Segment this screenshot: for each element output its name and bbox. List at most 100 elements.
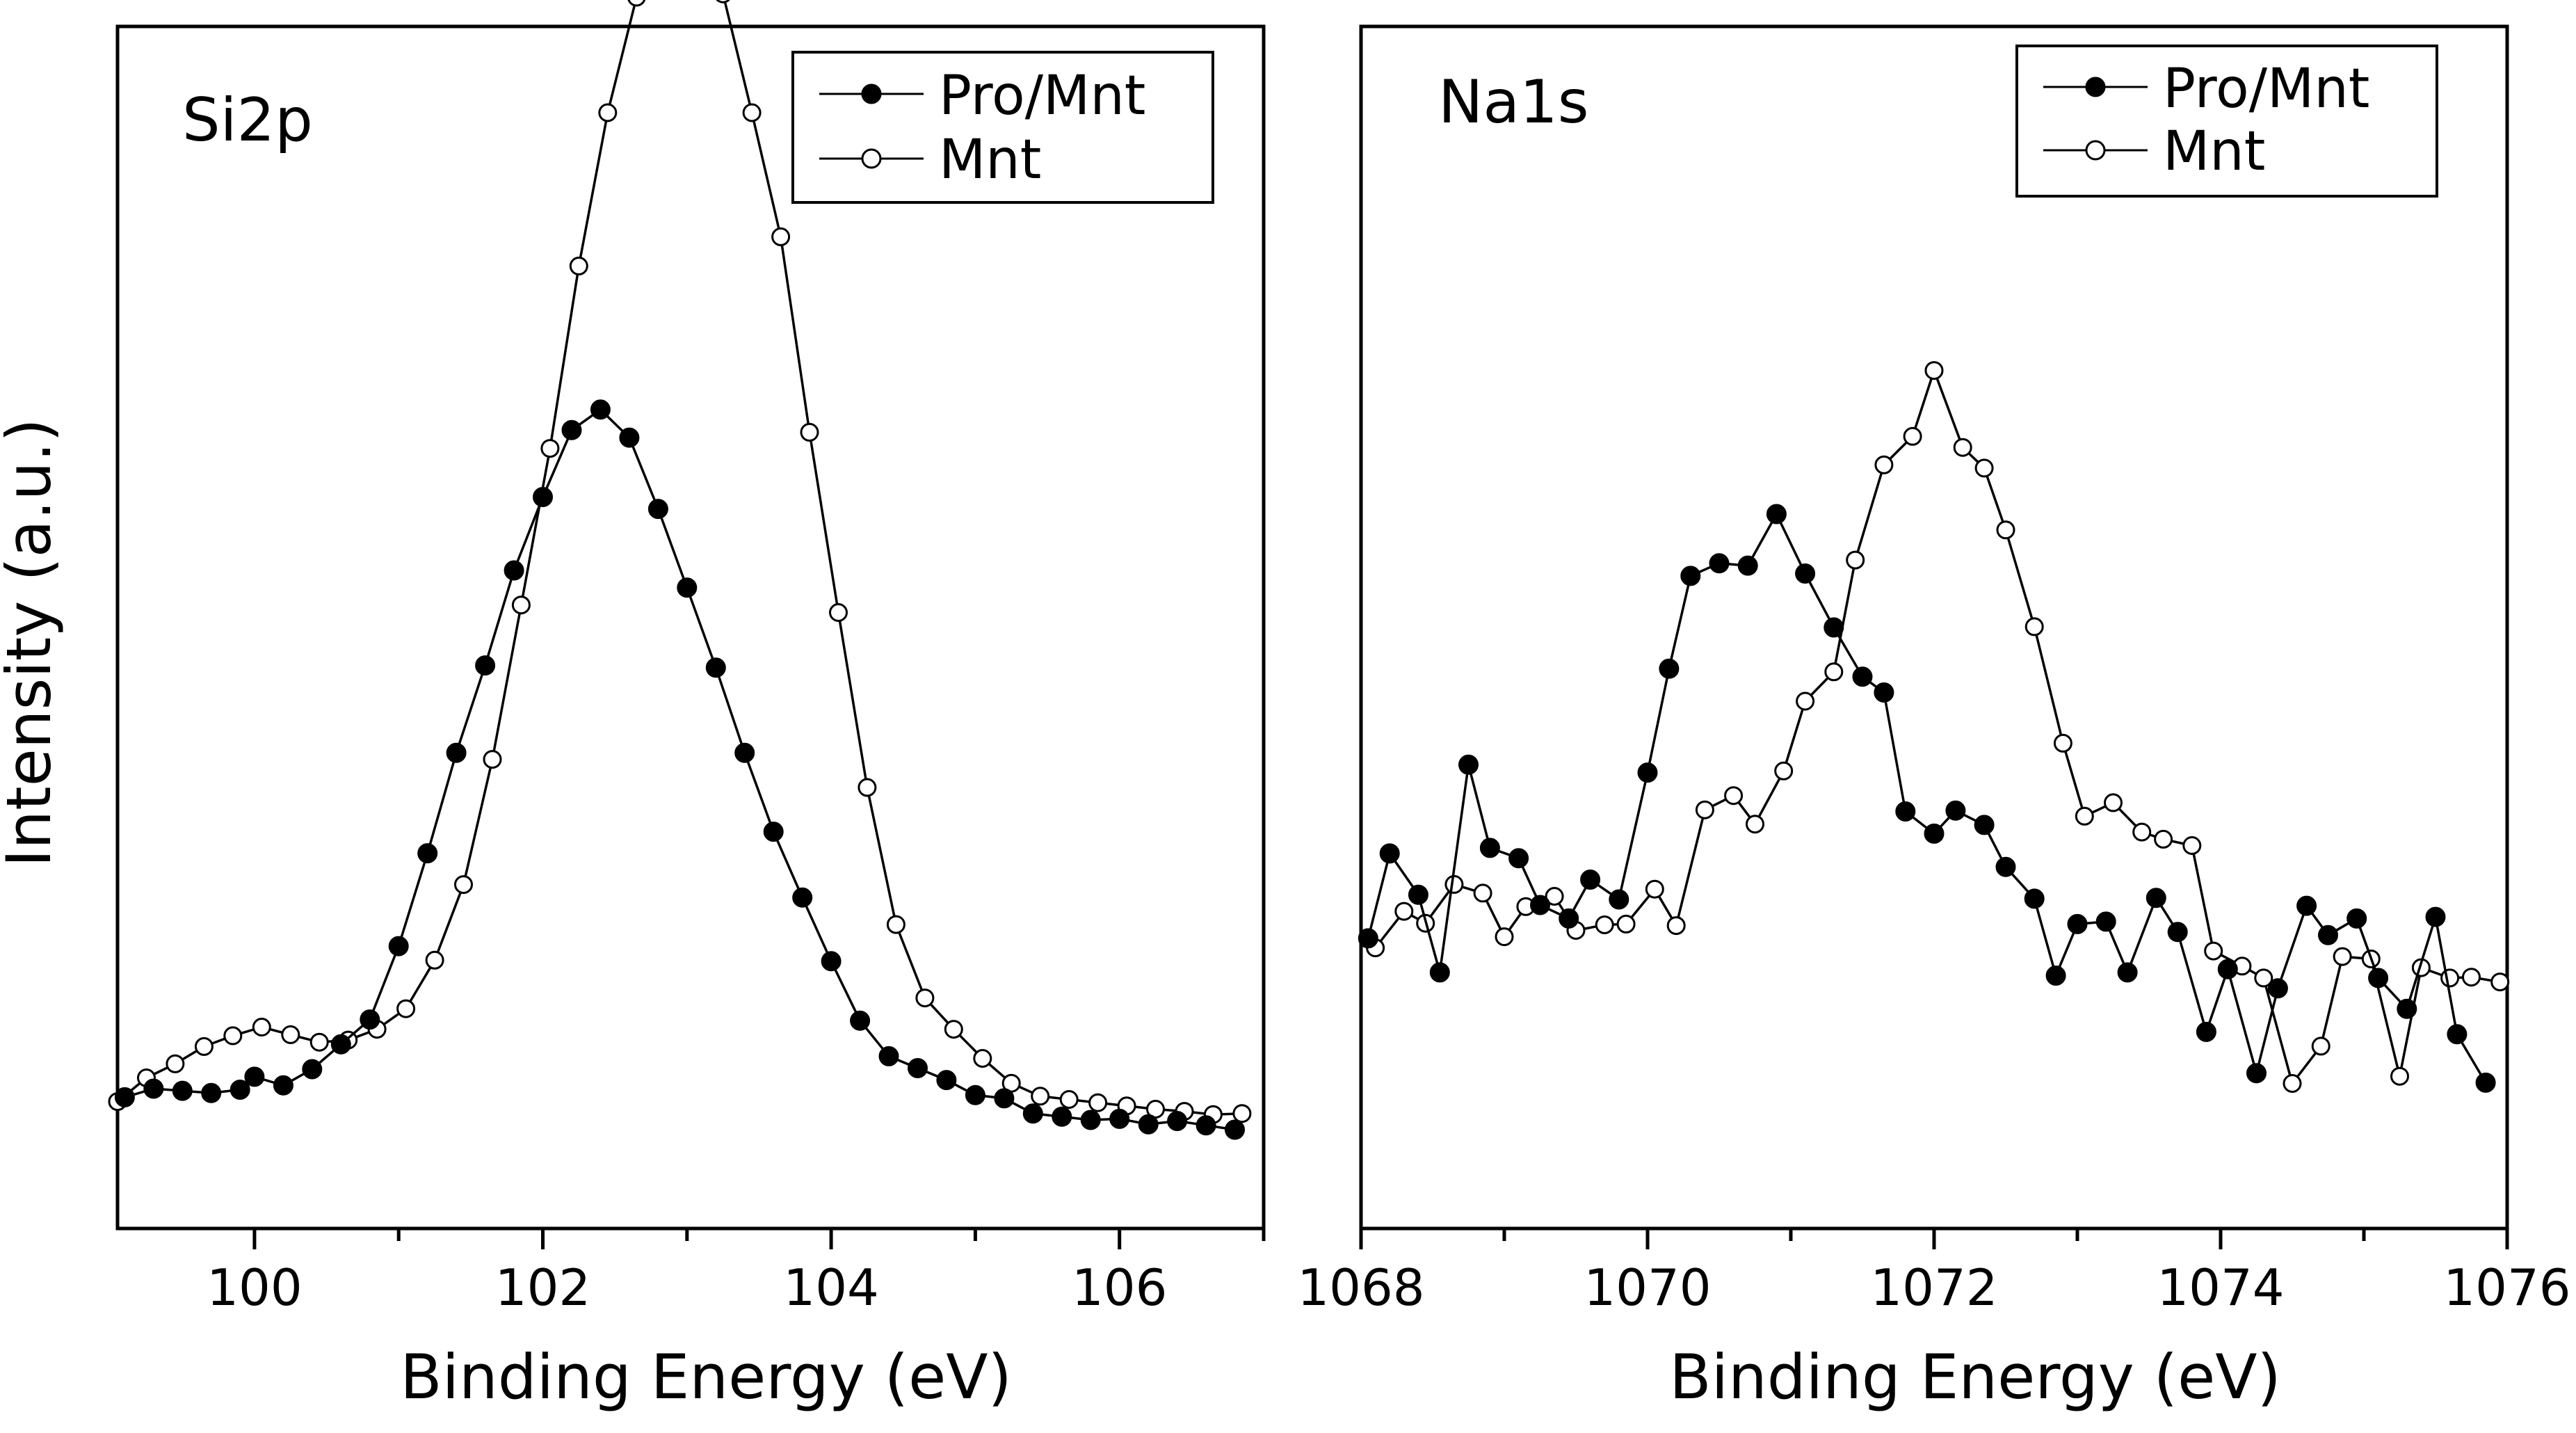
si2p-data-point-pro-mnt: [504, 560, 524, 581]
na1s-data-point-pro-mnt: [2267, 978, 2288, 999]
na1s-data-point-mnt: [1746, 815, 1764, 834]
si2p-data-point-pro-mnt: [1022, 1103, 1043, 1124]
si2p-data-point-mnt: [771, 227, 791, 246]
na1s-data-point-mnt: [1495, 927, 1514, 947]
si2p-data-point-mnt: [252, 1018, 271, 1036]
na1s-data-point-mnt: [2390, 1066, 2409, 1086]
si2p-data-point-mnt: [858, 778, 877, 797]
si2p-data-point-pro-mnt: [201, 1082, 222, 1103]
na1s-data-point-pro-mnt: [2475, 1072, 2496, 1093]
si2p-data-point-mnt: [627, 0, 646, 7]
na1s-x-tick-label: 1076: [2443, 1258, 2570, 1317]
na1s-data-point-pro-mnt: [2217, 959, 2238, 979]
si2p-data-point-pro-mnt: [1109, 1108, 1130, 1129]
na1s-data-point-pro-mnt: [2067, 913, 2088, 934]
na1s-x-tick-label: 1068: [1297, 1258, 1424, 1317]
si2p-x-axis-label: Binding Energy (eV): [400, 1341, 1012, 1413]
na1s-data-point-mnt: [1394, 902, 1414, 921]
na1s-data-point-pro-mnt: [2045, 966, 2066, 986]
na1s-data-point-pro-mnt: [2196, 1021, 2216, 1042]
na1s-data-point-mnt: [1953, 438, 1972, 457]
na1s-data-point-mnt: [2204, 941, 2223, 961]
si2p-data-point-mnt: [886, 915, 905, 934]
na1s-data-point-mnt: [1545, 887, 1564, 906]
si2p-data-point-pro-mnt: [763, 822, 784, 842]
si2p-legend-label-mnt: Mnt: [939, 129, 1041, 191]
si2p-data-point-mnt: [194, 1036, 214, 1056]
si2p-data-point-pro-mnt: [561, 419, 582, 440]
si2p-data-point-mnt: [1059, 1090, 1079, 1109]
na1s-data-point-pro-mnt: [2167, 922, 2188, 943]
si2p-x-tick-label: 102: [495, 1258, 590, 1317]
na1s-series-pro-mnt: [1358, 504, 2496, 1093]
na1s-data-point-pro-mnt: [1924, 823, 1945, 844]
si2p-data-point-pro-mnt: [244, 1066, 265, 1087]
na1s-data-point-pro-mnt: [2318, 924, 2338, 945]
si2p-data-point-pro-mnt: [878, 1046, 899, 1066]
si2p-data-point-mnt: [223, 1026, 243, 1046]
panel-si2p: 100 102 104 106 Si2p Binding Energy (eV) Pr…: [108, 0, 1266, 1413]
si2p-data-point-pro-mnt: [446, 742, 467, 763]
si2p-data-point-pro-mnt: [821, 951, 842, 972]
na1s-data-point-pro-mnt: [1408, 884, 1428, 905]
na1s-x-axis-label: Binding Energy (eV): [1669, 1341, 2281, 1413]
na1s-data-point-pro-mnt: [1609, 889, 1629, 910]
na1s-data-point-mnt: [1774, 761, 1794, 780]
na1s-x-tick-label: 1070: [1584, 1258, 1711, 1317]
si2p-tick-labels: 100 102 104 106: [207, 1258, 1167, 1317]
na1s-data-point-mnt: [1444, 874, 1464, 894]
si2p-data-point-mnt: [915, 988, 935, 1008]
na1s-panel-label: Na1s: [1438, 67, 1589, 137]
si2p-legend-box: [791, 51, 1214, 204]
na1s-data-point-pro-mnt: [1795, 563, 1816, 584]
si2p-data-point-pro-mnt: [533, 487, 553, 507]
si2p-data-point-pro-mnt: [965, 1084, 985, 1105]
si2p-data-point-mnt: [800, 422, 819, 442]
si2p-data-point-pro-mnt: [1196, 1115, 1216, 1136]
si2p-data-point-mnt: [569, 256, 588, 275]
si2p-data-point-pro-mnt: [143, 1078, 164, 1099]
na1s-data-point-pro-mnt: [1659, 658, 1680, 679]
na1s-data-point-mnt: [2440, 968, 2460, 988]
na1s-data-point-pro-mnt: [1559, 908, 1579, 929]
si2p-series-pro-mnt: [114, 399, 1245, 1140]
na1s-data-point-mnt: [2283, 1074, 2302, 1093]
si2p-data-point-mnt: [166, 1054, 185, 1073]
si2p-data-point-pro-mnt: [1080, 1110, 1101, 1130]
na1s-data-point-pro-mnt: [1637, 762, 1658, 783]
na1s-data-point-mnt: [1903, 426, 1922, 446]
na1s-data-point-pro-mnt: [1852, 666, 1873, 687]
si2p-data-point-mnt: [598, 103, 618, 122]
si2p-legend-label-pro-mnt: Pro/Mnt: [939, 65, 1145, 127]
na1s-data-point-pro-mnt: [1379, 843, 1400, 864]
na1s-data-point-mnt: [2132, 822, 2152, 842]
si2p-series-mnt: [108, 0, 1252, 1124]
na1s-legend-marker-mnt: [2085, 140, 2106, 161]
si2p-data-point-mnt: [1232, 1104, 1252, 1123]
si2p-series-line-pro-mnt: [124, 408, 1235, 1131]
na1s-data-point-pro-mnt: [2095, 911, 2116, 932]
si2p-x-tick-label: 104: [783, 1258, 878, 1317]
na1s-data-point-mnt: [2154, 829, 2173, 849]
na1s-data-point-pro-mnt: [1458, 754, 1479, 775]
si2p-ticks: [252, 1228, 1266, 1249]
si2p-data-point-mnt: [309, 1032, 329, 1052]
na1s-data-point-pro-mnt: [1895, 801, 1916, 822]
na1s-legend-marker-pro-mnt: [2085, 77, 2106, 97]
si2p-data-point-mnt: [540, 439, 560, 458]
na1s-data-point-pro-mnt: [2246, 1063, 2267, 1084]
na1s-legend-box: [2015, 45, 2438, 198]
na1s-data-point-mnt: [1974, 458, 1994, 478]
si2p-data-point-mnt: [454, 875, 473, 895]
na1s-data-point-mnt: [2182, 836, 2202, 855]
si2p-x-tick-label: 100: [207, 1258, 302, 1317]
si2p-data-point-pro-mnt: [388, 936, 409, 956]
na1s-data-point-pro-mnt: [2296, 895, 2317, 916]
si2p-legend-marker-pro-mnt: [861, 83, 882, 104]
si2p-series-line-mnt: [116, 0, 1242, 1116]
si2p-data-point-mnt: [973, 1049, 992, 1068]
na1s-data-point-mnt: [2104, 793, 2123, 812]
na1s-legend-label-pro-mnt: Pro/Mnt: [2163, 58, 2369, 120]
na1s-data-point-mnt: [1924, 361, 1944, 381]
si2p-data-point-pro-mnt: [647, 499, 668, 520]
